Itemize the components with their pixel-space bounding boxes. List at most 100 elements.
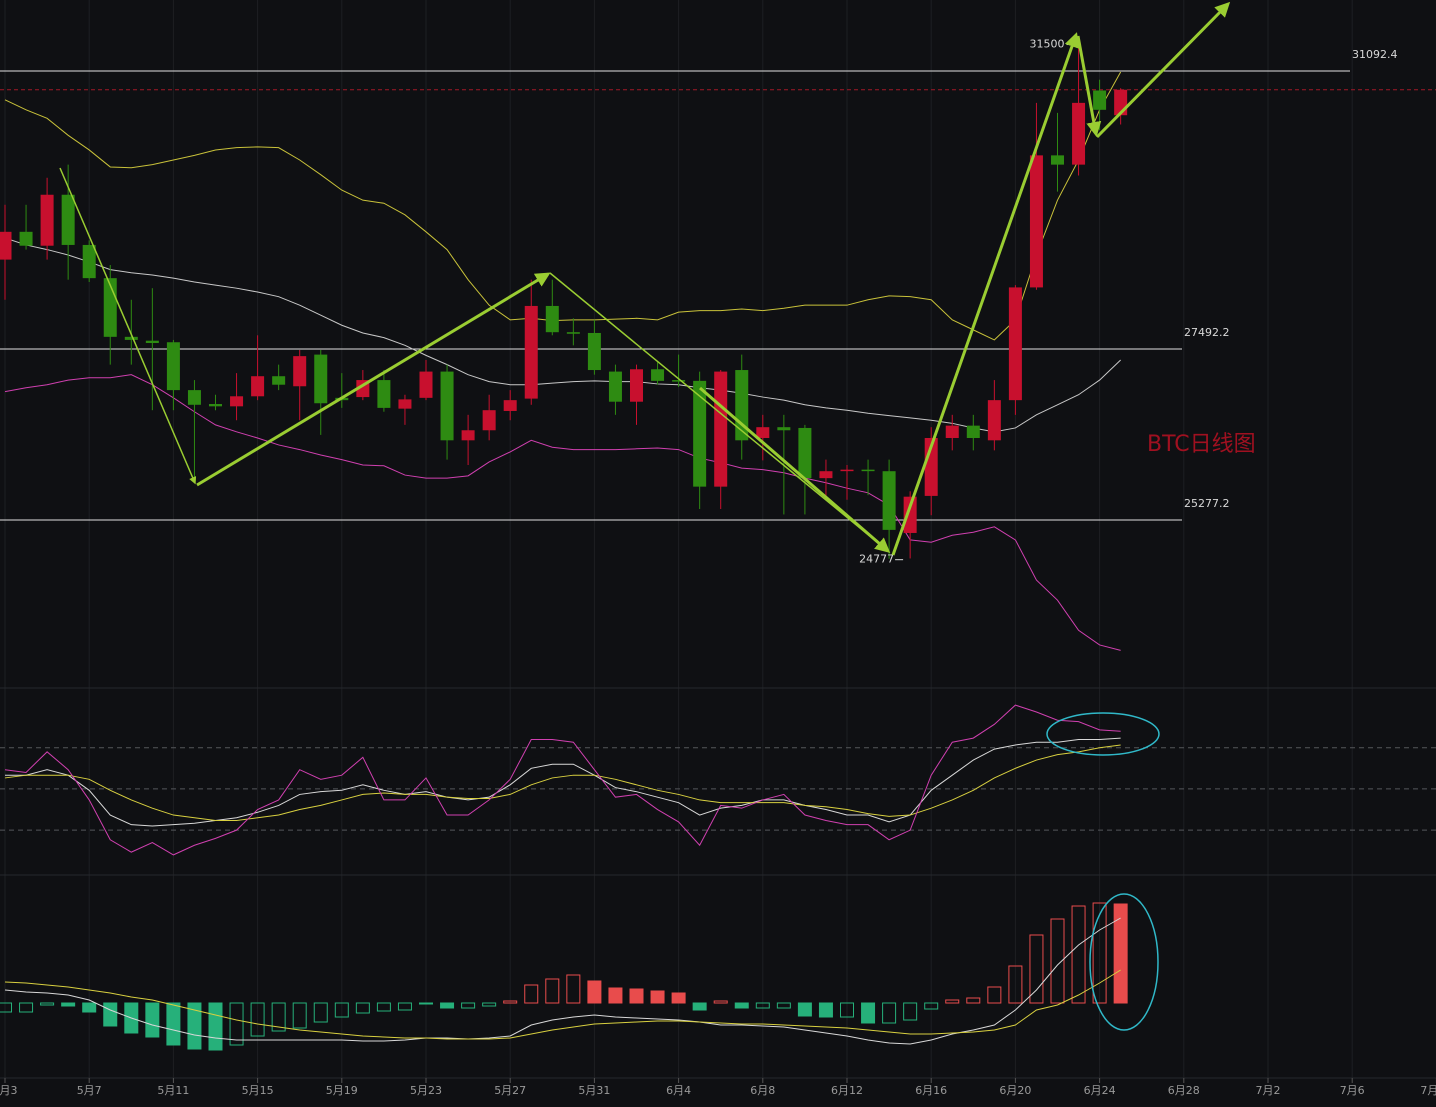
x-tick-label: 6月12 [831,1084,863,1097]
histogram-bar [734,1002,749,1009]
candle-body [756,427,770,438]
histogram-bar [61,1002,76,1007]
x-tick-label: 7月2 [1256,1084,1281,1097]
candle-body [1008,287,1022,401]
x-tick-label: 5月19 [326,1084,358,1097]
histogram-bar [313,1002,328,1023]
histogram-bar [650,990,665,1004]
candle-body [124,336,138,340]
candle-body [272,376,286,385]
level-label: 27492.2 [1184,326,1230,339]
high-label: 31500 [1030,38,1065,51]
candle-body [693,380,707,487]
histogram-bar [166,1002,181,1046]
histogram-bar [376,1002,391,1012]
histogram-bar [797,1002,812,1017]
histogram-bar [692,1002,707,1011]
band-line [4,237,1121,433]
histogram-bar [1050,918,1065,1004]
histogram-bar [187,1002,202,1050]
candle-body [61,194,75,245]
histogram-bar [524,984,539,1004]
trend-arrow [549,272,889,552]
histogram-bar [0,1002,12,1013]
candle-body [419,371,433,398]
candle-body [630,369,643,402]
x-tick-label: 5月23 [410,1084,442,1097]
histogram-bar [250,1002,265,1037]
candle-body [166,342,180,391]
candle-body [903,496,917,533]
histogram-bar [945,999,960,1004]
histogram-bar [482,1002,497,1007]
candle-body [672,380,686,382]
x-tick-label: 5月3 [0,1084,18,1097]
candle-body [587,332,601,371]
candle-body [608,371,622,402]
x-tick-label: 5月31 [578,1084,610,1097]
grid [4,0,1436,1078]
band-line [4,374,1121,651]
histogram-bar [671,992,686,1004]
candle-body [145,340,159,344]
histogram-bar [629,988,644,1004]
histogram-bar [40,1002,55,1006]
histogram-bar [713,1000,728,1004]
histogram-bar [355,1002,370,1014]
x-tick-label: 7月10 [1420,1084,1436,1097]
histogram-bar [1092,902,1107,1004]
x-tick-label: 6月20 [999,1084,1031,1097]
indicator-line [4,917,1121,1045]
x-axis: 5月3 5月7 5月11 5月15 5月19 5月23 5月27 5月31 6月4 6月8 6月12… [0,1078,1436,1097]
candle-body [1072,102,1086,165]
candle-body [566,332,580,334]
histogram-bar [461,1002,476,1009]
candle-body [187,390,201,405]
candle-body [945,425,959,438]
candle-body [1029,155,1043,288]
candle-body [545,305,559,333]
indicator-line [4,969,1121,1040]
histogram-bar [776,1002,791,1009]
histogram-bar [566,974,581,1004]
x-tick-label: 5月11 [157,1084,189,1097]
candle-body [398,399,412,409]
trend-arrow [59,167,197,485]
histogram-bar [19,1002,34,1013]
level-label: 25277.2 [1184,497,1230,510]
x-tick-label: 5月15 [242,1084,274,1097]
histogram-bar [1071,905,1086,1004]
candle-body [1093,90,1107,110]
histogram-bar [882,1002,897,1024]
trend-arrow [1076,35,1102,137]
histogram-bar [419,1002,433,1005]
histogram-bar [208,1002,223,1051]
candle-body [230,396,244,407]
candle-body [503,400,517,411]
candle-body [819,471,833,479]
highlight-ellipse [1046,712,1160,756]
histogram-bar [545,978,560,1004]
candle-body [861,469,875,472]
x-tick-label: 6月4 [666,1084,691,1097]
candle-body [461,430,475,441]
histogram-bar [397,1002,412,1011]
candle-body [440,371,454,441]
candle-body [482,410,496,431]
histogram-bar [503,1000,518,1004]
indicator-line [5,737,1121,827]
candle-body [840,469,854,472]
trend-arrows [59,1,1231,556]
candle-body [651,369,665,381]
x-tick-label: 7月6 [1340,1084,1365,1097]
histogram-bar [145,1002,160,1038]
histogram-bar [1029,934,1044,1004]
trend-arrow [699,386,891,553]
chart-title: BTC日线图 [1147,432,1256,457]
x-tick-label: 6月16 [915,1084,947,1097]
trend-arrow [891,32,1080,556]
histogram-bar [1008,965,1023,1004]
candle-body [314,354,328,404]
histogram-bar [903,1002,918,1021]
histogram-bar [229,1002,244,1046]
